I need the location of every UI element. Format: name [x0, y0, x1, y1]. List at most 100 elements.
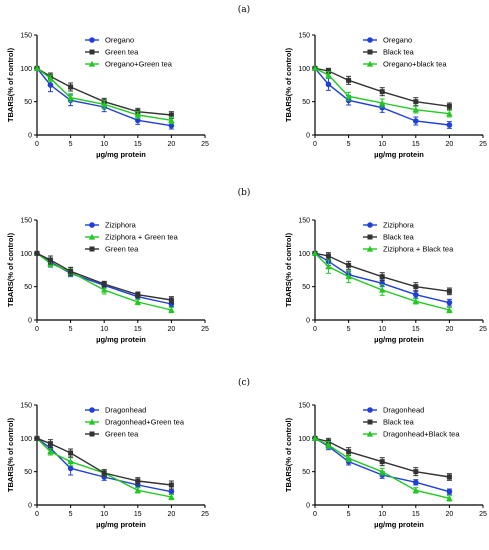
series-line: [314, 67, 450, 115]
x-tick-label: 15: [412, 326, 420, 333]
y-tick-label: 50: [24, 469, 32, 476]
x-tick-label: 10: [378, 326, 386, 333]
data-point: [168, 493, 175, 500]
data-point: [168, 306, 175, 313]
x-tick-label: 10: [100, 326, 108, 333]
legend-label: Dragonhead: [105, 406, 146, 415]
y-tick-label: 150: [20, 33, 32, 40]
legend-marker: [89, 49, 95, 55]
y-tick-label: 100: [20, 436, 32, 443]
data-point: [101, 286, 108, 293]
legend-marker: [367, 37, 373, 43]
legend-marker: [367, 234, 373, 240]
legend-label: Green tea: [105, 245, 139, 254]
data-point: [379, 459, 385, 465]
data-point: [345, 273, 352, 280]
chart-1: 0 50 100 150 0 5 10 15 20 25 µg/mg protein TBARS(% …: [6, 33, 209, 160]
series-line: [314, 252, 450, 311]
series-line: [36, 67, 172, 122]
legend-marker: [88, 60, 96, 67]
data-point: [68, 268, 74, 274]
y-tick-label: 100: [298, 436, 310, 443]
y-tick-label: 50: [302, 99, 310, 106]
data-point: [34, 435, 40, 441]
data-point: [345, 93, 352, 99]
data-point: [325, 81, 332, 88]
x-tick-label: 25: [201, 511, 209, 518]
data-point: [413, 284, 419, 290]
data-point: [135, 292, 141, 298]
y-tick-label: 50: [302, 469, 310, 476]
legend-label: Ziziphora: [383, 221, 415, 230]
x-axis-label: µg/mg protein: [374, 520, 424, 529]
x-tick-label: 25: [479, 141, 487, 148]
data-point: [101, 470, 107, 476]
legend-label: Dragonhead+Black tea: [383, 430, 460, 439]
y-axis-label: TBARS(% of control): [284, 47, 293, 122]
x-tick-label: 5: [69, 511, 73, 518]
data-point: [168, 482, 174, 488]
y-tick-label: 50: [302, 284, 310, 291]
legend-label: Black tea: [383, 418, 415, 427]
x-tick-label: 0: [35, 511, 39, 518]
data-point: [68, 450, 74, 456]
legend-label: Black tea: [383, 233, 415, 242]
y-tick-label: 150: [298, 33, 310, 40]
data-point: [325, 71, 332, 78]
x-tick-label: 5: [69, 141, 73, 148]
legend-marker: [89, 246, 95, 252]
data-point: [379, 104, 386, 111]
data-point: [34, 250, 40, 256]
series-line: [36, 437, 172, 498]
x-tick-label: 10: [100, 141, 108, 148]
chart-2: 0 50 100 150 0 5 10 15 20 25 µg/mg protein TBARS(% …: [284, 33, 487, 160]
data-point: [325, 263, 332, 270]
legend-marker: [367, 407, 373, 413]
x-tick-label: 15: [412, 511, 420, 518]
y-tick-label: 50: [24, 99, 32, 106]
panel-label-a: (a): [238, 4, 250, 15]
y-tick-label: 150: [298, 403, 310, 410]
data-point: [47, 257, 53, 263]
data-point: [446, 488, 453, 495]
data-point: [101, 281, 107, 287]
data-point: [413, 469, 419, 475]
x-tick-label: 10: [378, 511, 386, 518]
series-ziziphora-black-tea: Ziziphora + Black tea: [311, 245, 454, 314]
data-point: [168, 117, 175, 123]
data-point: [311, 435, 319, 441]
x-tick-label: 10: [100, 511, 108, 518]
data-point: [135, 482, 141, 488]
panel-label-b: (b): [238, 187, 251, 198]
legend-label: Ziziphora + Black tea: [383, 245, 454, 254]
panel-label-c: (c): [238, 377, 250, 388]
x-tick-label: 15: [412, 141, 420, 148]
x-axis-label: µg/mg protein: [96, 150, 146, 159]
data-point: [379, 468, 386, 475]
legend-label: Dragonhead: [383, 406, 424, 415]
x-axis-label: µg/mg protein: [96, 520, 146, 529]
data-point: [134, 111, 141, 118]
x-tick-label: 5: [347, 326, 351, 333]
y-tick-label: 0: [28, 318, 32, 325]
legend-label: Dragonhead+Green tea: [105, 418, 185, 427]
legend-marker: [89, 431, 95, 437]
x-tick-label: 5: [347, 511, 351, 518]
y-tick-label: 100: [298, 251, 310, 258]
legend-marker: [366, 60, 374, 67]
y-tick-label: 0: [306, 133, 310, 140]
data-point: [168, 297, 174, 303]
legend-label: Green tea: [105, 430, 139, 439]
y-tick-label: 150: [20, 218, 32, 225]
y-axis-label: TBARS(% of control): [6, 417, 15, 492]
data-point: [135, 478, 141, 484]
data-point: [413, 118, 419, 124]
data-point: [446, 306, 453, 313]
y-tick-label: 100: [20, 251, 32, 258]
x-axis-label: µg/mg protein: [374, 335, 424, 344]
data-point: [47, 82, 54, 88]
y-tick-label: 50: [24, 284, 32, 291]
x-tick-label: 20: [168, 326, 176, 333]
y-axis-label: TBARS(% of control): [6, 47, 15, 122]
